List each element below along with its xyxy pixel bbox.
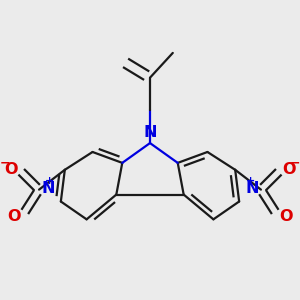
Text: +: + [45, 176, 55, 186]
Text: O: O [279, 209, 292, 224]
Text: +: + [245, 176, 255, 186]
Text: −: − [290, 156, 300, 170]
Text: N: N [41, 181, 55, 196]
Text: N: N [245, 181, 259, 196]
Text: O: O [8, 209, 21, 224]
Text: O: O [283, 162, 296, 177]
Text: O: O [4, 162, 17, 177]
Text: N: N [143, 125, 157, 140]
Text: −: − [0, 156, 11, 170]
